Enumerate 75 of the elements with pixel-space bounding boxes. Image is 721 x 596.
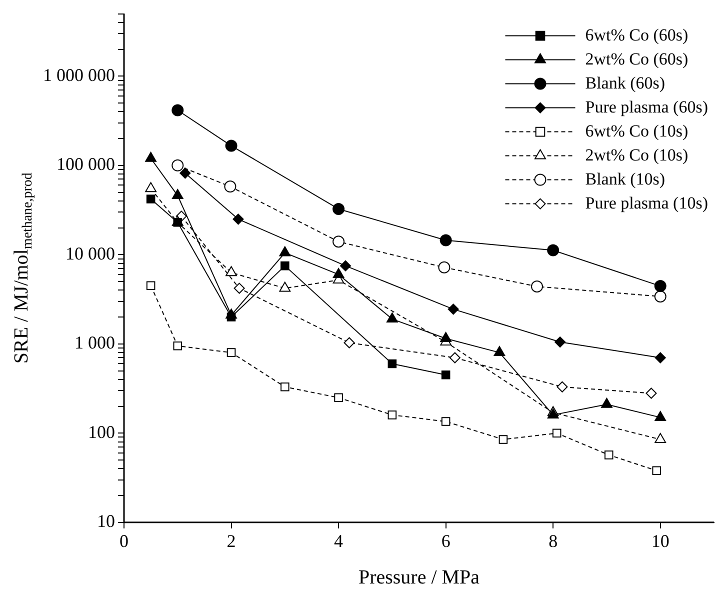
point — [441, 370, 450, 380]
point — [279, 246, 291, 256]
point — [226, 266, 237, 276]
point — [145, 152, 157, 162]
y-tick-label: 100 — [88, 422, 115, 442]
point — [531, 280, 543, 292]
x-tick-label: 4 — [334, 530, 344, 551]
x-tick-label: 6 — [441, 530, 450, 551]
point — [441, 417, 450, 426]
legend-label: Blank (10s) — [585, 169, 666, 188]
point — [173, 218, 182, 227]
point — [279, 282, 291, 292]
point — [654, 410, 666, 421]
point — [547, 244, 560, 256]
y-tick-label: 100 000 — [56, 154, 115, 174]
point — [172, 189, 184, 200]
legend-label: 2wt% Co (60s) — [585, 49, 688, 68]
point — [332, 268, 344, 278]
point — [654, 280, 666, 292]
point — [332, 236, 345, 248]
point — [145, 182, 157, 192]
point — [554, 336, 566, 348]
point — [226, 312, 236, 322]
y-axis-title: SRE / MJ/molmethane,prod — [10, 172, 36, 364]
point — [225, 140, 238, 152]
point — [172, 159, 184, 172]
x-axis-title: Pressure / MPa — [358, 566, 480, 588]
point — [386, 312, 398, 323]
point — [226, 348, 236, 357]
point — [498, 435, 508, 444]
y-tick-label: 1 000 — [74, 332, 115, 353]
point — [344, 337, 355, 348]
point — [234, 282, 245, 294]
point — [604, 450, 614, 460]
point — [173, 342, 182, 350]
point — [652, 466, 661, 476]
legend-label: Pure plasma (60s) — [585, 97, 708, 116]
point — [334, 393, 343, 402]
point — [180, 168, 191, 179]
point — [224, 180, 236, 193]
x-tick-label: 8 — [548, 530, 558, 551]
point — [654, 432, 666, 443]
point — [552, 428, 562, 438]
y-tick-label: 10 — [97, 511, 115, 532]
point — [646, 388, 657, 399]
point — [332, 202, 345, 215]
point — [388, 410, 397, 420]
legend-label: 2wt% Co (10s) — [585, 145, 688, 164]
x-tick-label: 0 — [120, 530, 128, 551]
legend-label: Pure plasma (10s) — [585, 193, 708, 212]
point — [449, 352, 460, 364]
point — [440, 234, 452, 246]
point — [438, 261, 450, 274]
y-tick-label: 10 000 — [66, 243, 115, 264]
point — [494, 346, 506, 356]
y-tick-label: 1 000 000 — [43, 64, 115, 85]
point — [654, 352, 666, 364]
point — [280, 382, 290, 392]
point — [232, 214, 244, 225]
legend-label: 6wt% Co (60s) — [585, 25, 688, 44]
point — [340, 260, 352, 272]
point — [448, 304, 459, 315]
point — [388, 359, 397, 368]
point — [146, 194, 156, 204]
point — [654, 290, 666, 302]
point — [556, 381, 568, 392]
x-tick-label: 10 — [651, 530, 670, 551]
x-tick-label: 2 — [226, 530, 236, 551]
point — [440, 332, 452, 342]
point — [601, 398, 612, 408]
point — [280, 261, 290, 270]
legend-label: Blank (60s) — [585, 73, 666, 92]
point — [146, 281, 156, 290]
legend-label: 6wt% Co (10s) — [585, 121, 688, 140]
point — [172, 104, 184, 116]
